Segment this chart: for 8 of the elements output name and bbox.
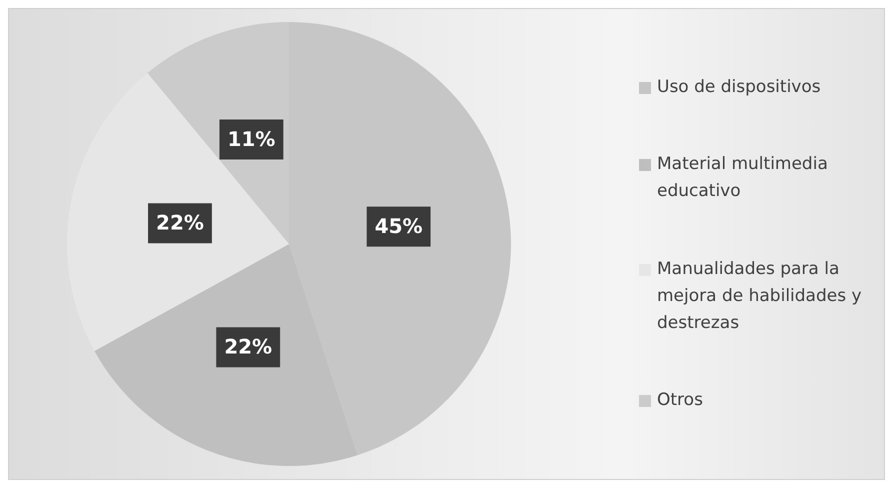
legend-label: Material multimedia educativo	[657, 153, 829, 204]
legend-label: Otros	[657, 388, 703, 412]
legend-label: Uso de dispositivos	[657, 76, 821, 99]
data-label: 22%	[224, 334, 272, 358]
data-label: 11%	[227, 126, 276, 151]
data-label: 45%	[374, 214, 423, 238]
data-label: 22%	[156, 210, 204, 234]
legend-label: Manualidades para la mejora de habilidades y destrezas	[657, 258, 863, 335]
